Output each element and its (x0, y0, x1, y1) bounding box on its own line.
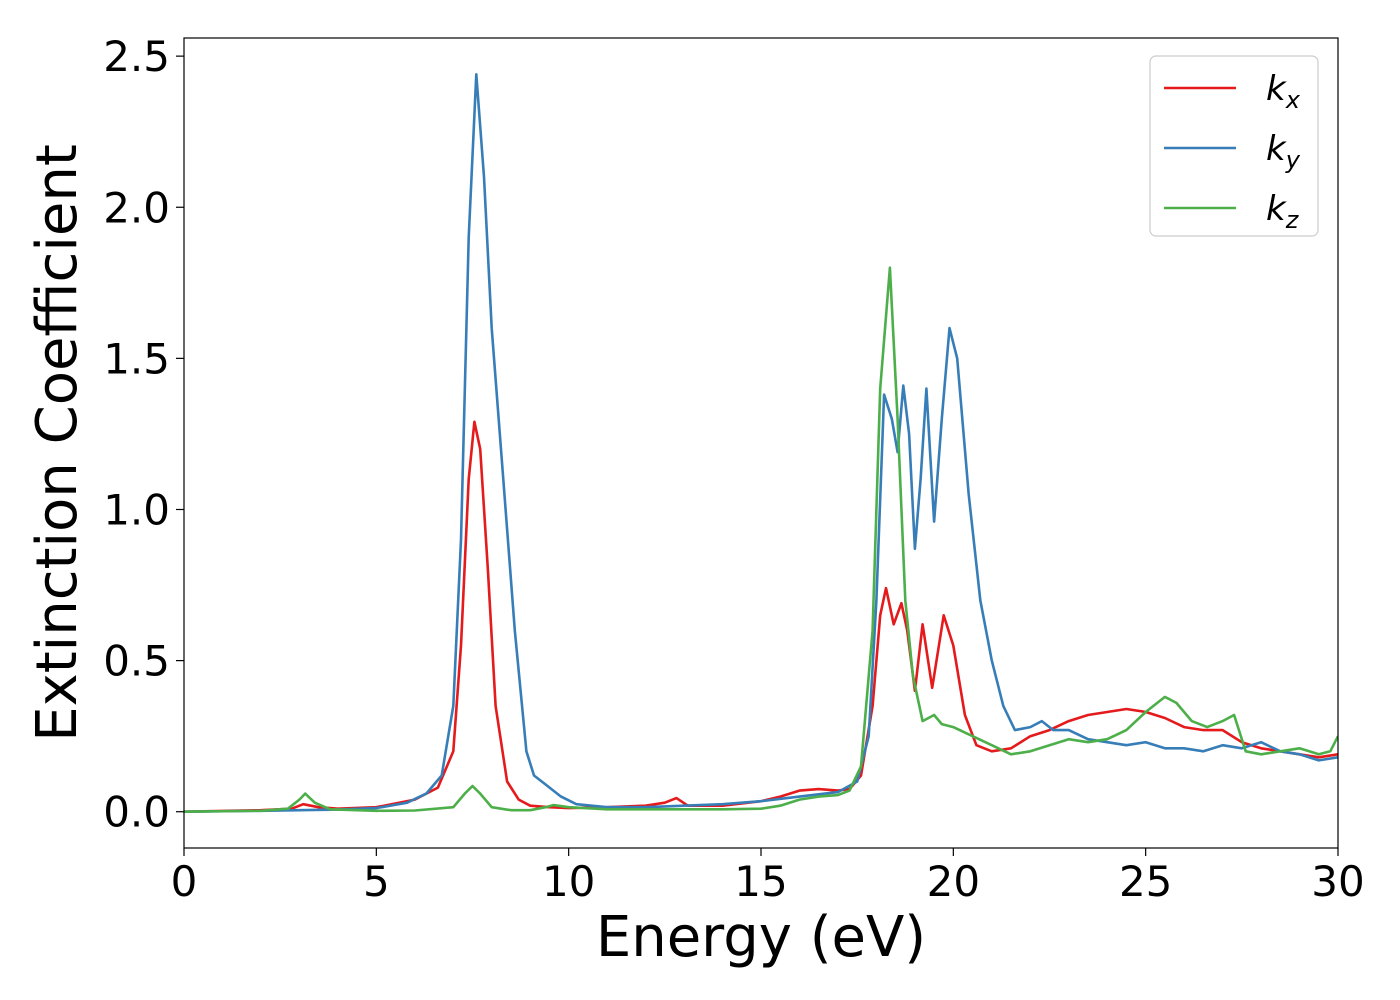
legend-box (1149, 55, 1319, 237)
legend-label-main: k (1266, 129, 1287, 169)
y-tick-label: 0.0 (103, 788, 170, 837)
y-tick-label: 2.5 (103, 32, 170, 81)
x-axis-label: Energy (eV) (596, 905, 926, 970)
x-tick-label: 20 (927, 857, 980, 906)
series-layer (184, 73, 1338, 813)
y-axis: 0.0 0.5 1.0 1.5 2.0 2.5 (103, 32, 184, 837)
series-line-kz (184, 266, 1338, 813)
y-tick-label: 1.5 (103, 334, 170, 383)
legend-label-main: k (1266, 69, 1287, 109)
y-tick-label: 1.0 (103, 485, 170, 534)
y-axis-label: Extinction Coefficient (25, 144, 90, 742)
y-tick-label: 2.0 (103, 183, 170, 232)
x-tick-label: 5 (363, 857, 390, 906)
series-line-ky (184, 73, 1338, 813)
legend-label-subscript: z (1285, 206, 1300, 234)
legend-label-kz: kz (1266, 189, 1300, 234)
legend-label-subscript: y (1285, 146, 1301, 174)
x-axis: 0 5 10 15 20 25 30 (171, 848, 1365, 906)
y-tick-label: 0.5 (103, 637, 170, 686)
x-tick-label: 25 (1119, 857, 1172, 906)
x-tick-label: 15 (734, 857, 787, 906)
legend-label-main: k (1266, 189, 1287, 229)
legend-label-ky: ky (1266, 129, 1301, 174)
legend-label-subscript: x (1285, 86, 1301, 114)
x-tick-label: 0 (171, 857, 198, 906)
legend-label-kx: kx (1266, 69, 1301, 114)
x-tick-label: 10 (542, 857, 595, 906)
x-tick-label: 30 (1311, 857, 1364, 906)
